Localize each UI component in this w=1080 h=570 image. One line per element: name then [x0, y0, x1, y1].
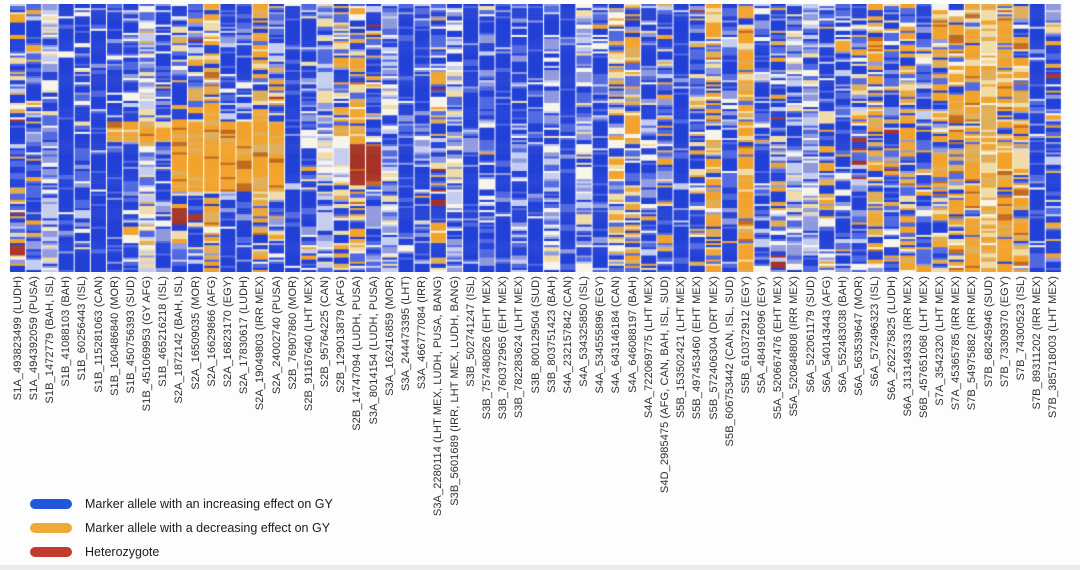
marker-label: S1A_494392059 (PUSA): [27, 276, 40, 401]
marker-label: S3A_162416859 (MOR): [383, 276, 396, 396]
legend-label: Heterozygote: [85, 545, 160, 559]
marker-label: S7A_3542320 (LHT MEX): [934, 276, 947, 406]
legend-label: Marker allele with a decreasing effect o…: [85, 521, 331, 535]
marker-label: S2B_95764225 (CAN): [319, 276, 332, 388]
legend-label: Marker allele with an increasing effect …: [85, 497, 333, 511]
marker-label: S5B_497453460 (EHT MEX): [691, 276, 704, 420]
marker-label: S3B_760372965 (EHT MEX): [497, 276, 510, 420]
legend-item: Marker allele with an increasing effect …: [30, 496, 333, 512]
marker-label: S1B_1472779 (BAH, ISL): [43, 276, 56, 404]
marker-label: S3A_244473395 (LHT): [400, 276, 413, 392]
marker-label: S5B_610372912 (EGY): [739, 276, 752, 394]
marker-label: S2B_129013879 (AFG): [335, 276, 348, 393]
marker-label: S1B_451069953 (GY AFG): [141, 276, 154, 412]
marker-label: S1B_41088103 (BAH): [60, 276, 73, 387]
marker-label: S1B_465216218 (ISL): [157, 276, 170, 387]
marker-label: S1B_450756393 (SUD): [124, 276, 137, 394]
marker-label: S6A_552483038 (BAH): [837, 276, 849, 393]
marker-label: S6B_457651068 (LHT MEX): [917, 276, 930, 419]
legend-color-swatch: [30, 499, 72, 509]
marker-label: S4D_2985475 (AFG, CAN, BAH, ISL, SUD): [658, 276, 671, 494]
marker-label: S4A_646088197 (BAH): [626, 276, 639, 393]
marker-label: S1B_115281063 (CAN): [92, 276, 105, 393]
marker-label: S3B_782283624 (LHT MEX): [513, 276, 526, 419]
marker-label: S4A_534555896 (EGY): [594, 276, 607, 394]
marker-label: S6A_262275825 (LUDH): [885, 276, 898, 401]
marker-label: S2A_16629866 (AFG): [205, 276, 218, 387]
marker-label: S7A_45365785 (IRR MEX): [950, 276, 963, 411]
marker-label: S3B_803751423 (BAH): [545, 276, 558, 393]
marker-label: S3A_466777084 (IRR): [416, 276, 429, 390]
marker-label: S4A_643146184 (CAN): [610, 276, 623, 394]
marker-label: S2A_19049803 (IRR MEX): [254, 276, 267, 411]
marker-label: S5B_153502421 (LHT MEX): [675, 276, 688, 419]
marker-label: S5A_484916096 (EGY): [756, 276, 769, 394]
marker-label: S2B_91167640 (LHT MEX): [302, 276, 315, 412]
legend-item: Heterozygote: [30, 544, 333, 560]
marker-label: S5A_520667476 (EHT MEX): [772, 276, 785, 420]
marker-label: S7B_68245946 (SUD): [982, 276, 995, 388]
marker-label: S6A_522061179 (SUD): [804, 276, 817, 393]
marker-label: S7B_385718003 (LHT MEX): [1047, 276, 1060, 419]
marker-label: S1A_493823499 (LUDH): [11, 276, 24, 401]
legend-color-swatch: [30, 523, 72, 533]
bottom-margin-strip: [0, 565, 1080, 570]
marker-label: S4A_232157842 (CAN): [561, 276, 574, 394]
marker-label: S7B_89311202 (IRR MEX): [1031, 276, 1044, 410]
marker-label: S5B_572406304 (DRT MEX): [707, 276, 720, 420]
marker-label: S5A_520848808 (IRR MEX): [788, 276, 801, 417]
marker-label: S3A_2280114 (LHT MEX, LUDH, PUSA, BANG): [432, 276, 445, 517]
marker-label: S3B_502741247 (ISL): [464, 276, 477, 387]
legend-color-swatch: [30, 547, 72, 557]
marker-label: S1B_60256443 (ISL): [76, 276, 89, 381]
marker-label: S6A_313149333 (IRR MEX): [901, 276, 914, 417]
marker-label: S6A_540143443 (AFG): [820, 276, 833, 393]
marker-label: S3B_800129504 (SUD): [529, 276, 542, 394]
marker-label: S6A_563539647 (MOR): [853, 276, 866, 396]
marker-label: S2A_24002740 (PUSA): [270, 276, 283, 395]
marker-label: S2B_14747094 (LUDH, PUSA): [351, 276, 364, 431]
legend: Marker allele with an increasing effect …: [30, 496, 333, 568]
marker-label: S4A_534325850 (ISL): [578, 276, 591, 387]
marker-label: S2B_76907860 (MOR): [286, 276, 299, 390]
marker-label: S5B_606753442 (CAN, ISL, SUD): [723, 276, 736, 447]
marker-label: S6A_572496323 (ISL): [869, 276, 882, 387]
marker-label: S3B_5601689 (IRR, LHT MEX, LUDH, BANG): [448, 276, 461, 506]
heatmap-canvas: [10, 4, 1062, 272]
marker-label: S2A_17830617 (LUDH): [238, 276, 251, 395]
marker-label: S1B_160486840 (MOR): [108, 276, 121, 396]
marker-label: S7B_54975882 (IRR MEX): [966, 276, 979, 411]
marker-label: S2A_16509035 (MOR): [189, 276, 202, 390]
marker-label: S3A_8014154 (LUDH, PUSA): [367, 276, 380, 425]
marker-label: S7B_73309370 (EGY): [998, 276, 1011, 388]
marker-label: S2A_1872142 (BAH, ISL): [173, 276, 186, 404]
marker-label: S2A_16823170 (EGY): [221, 276, 234, 388]
marker-label: S3B_757480826 (EHT MEX): [480, 276, 493, 420]
legend-item: Marker allele with a decreasing effect o…: [30, 520, 333, 536]
marker-label: S4A_722069775 (LHT MEX): [642, 276, 655, 419]
marker-label: S7B_74300523 (ISL): [1015, 276, 1028, 381]
